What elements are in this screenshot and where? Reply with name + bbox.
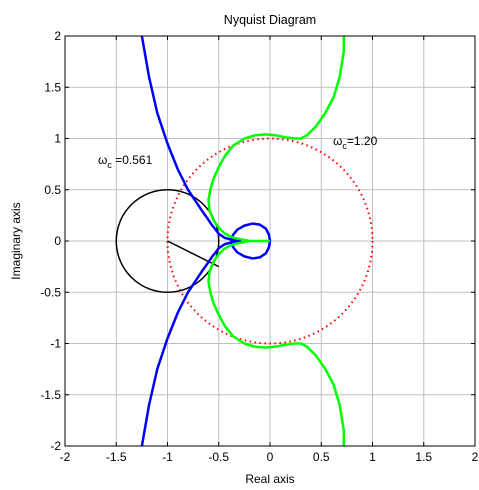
green-curve-upper bbox=[207, 36, 346, 243]
y-axis-label: Imaginary axis bbox=[9, 202, 23, 279]
y-tick-label: -2 bbox=[50, 439, 61, 453]
annotation-wc-0-561: ωc =0.561 bbox=[98, 153, 153, 170]
annotation-value: =0.561 bbox=[112, 153, 153, 167]
x-tick-label: -1.5 bbox=[106, 450, 127, 464]
annotation-omega: ω bbox=[333, 134, 342, 148]
curves bbox=[115, 35, 374, 447]
x-tick-label: 0.5 bbox=[313, 450, 330, 464]
annotation-subscript: c bbox=[107, 160, 112, 170]
y-tick-label: 1.5 bbox=[44, 80, 61, 94]
y-tick-label: -1 bbox=[50, 337, 61, 351]
x-axis-label: Real axis bbox=[245, 472, 294, 486]
annotation-value: =1.20 bbox=[347, 134, 378, 148]
blue-curve-upper bbox=[140, 35, 242, 243]
x-tick-label: -0.5 bbox=[208, 450, 229, 464]
x-tick-label: -2 bbox=[60, 450, 71, 464]
x-tick-label: -1 bbox=[162, 450, 173, 464]
x-tick-label: 1 bbox=[369, 450, 376, 464]
y-tick-label: 1 bbox=[54, 132, 61, 146]
black-circle bbox=[115, 189, 220, 293]
green-curve-lower bbox=[207, 239, 346, 446]
blue-curve-lower bbox=[140, 239, 242, 447]
y-tick-label: 0.5 bbox=[44, 183, 61, 197]
tick-labels: -2 -1.5 -1 -0.5 0 0.5 1 1.5 2 2 1.5 1 0.5 0 -0.5 -1 -1.5… bbox=[40, 29, 478, 464]
unit-circle bbox=[166, 137, 374, 345]
y-tick-label: -1.5 bbox=[40, 388, 61, 402]
annotation-subscript: c bbox=[342, 141, 347, 151]
blue-curve-upper bbox=[229, 222, 272, 242]
annotation-wc-1-20: ωc=1.20 bbox=[333, 134, 378, 151]
y-tick-label: 0 bbox=[54, 234, 61, 248]
y-tick-label: -0.5 bbox=[40, 285, 61, 299]
x-tick-label: 0 bbox=[267, 450, 274, 464]
blue-curve-lower bbox=[229, 240, 272, 260]
radius-line bbox=[167, 240, 220, 268]
x-tick-label: 2 bbox=[472, 450, 479, 464]
x-tick-label: 1.5 bbox=[415, 450, 432, 464]
annotation-omega: ω bbox=[98, 153, 107, 167]
chart-title: Nyquist Diagram bbox=[224, 13, 316, 27]
y-tick-label: 2 bbox=[54, 29, 61, 43]
